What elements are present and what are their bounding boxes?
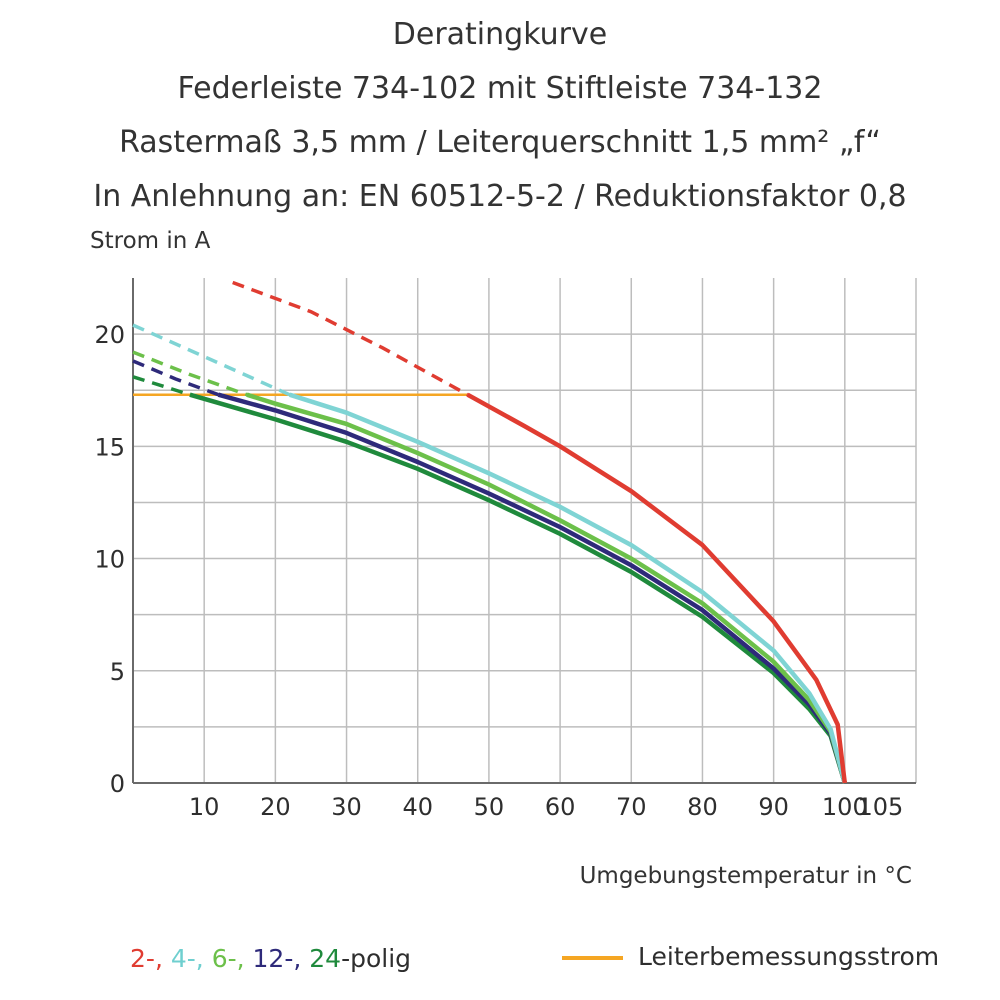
y-tick-label: 5 — [110, 658, 125, 686]
x-tick-label: 40 — [402, 793, 433, 821]
legend-entry: , — [293, 944, 309, 973]
legend-rated-label: Leiterbemessungsstrom — [638, 942, 939, 971]
legend-entry: 4- — [171, 944, 196, 973]
series-dashed-12-polig — [132, 359, 220, 397]
legend-entry: , — [237, 944, 253, 973]
x-axis-title: Umgebungstemperatur in °C — [580, 863, 912, 889]
legend-entry: 24 — [309, 944, 341, 973]
y-tick-label: 20 — [94, 321, 125, 349]
series-dashed-4-polig — [132, 323, 291, 397]
legend-entry: 2- — [130, 944, 155, 973]
x-tick-label: 105 — [858, 793, 904, 821]
x-tick-label: 10 — [189, 793, 220, 821]
series-line-4-polig — [288, 392, 847, 784]
series-line-6-polig — [246, 392, 847, 784]
legend: 2-, 4-, 6-, 12-, 24-polig Leiterbemessung… — [130, 942, 939, 973]
y-tick-label: 10 — [94, 546, 125, 574]
y-axis-title: Strom in A — [90, 228, 211, 254]
axes — [132, 278, 916, 784]
chart-title: Deratingkurve — [392, 17, 608, 52]
x-tick-label: 70 — [616, 793, 647, 821]
series-lines — [132, 280, 848, 784]
series-dashed-2-polig — [232, 280, 469, 397]
chart-title-block: Deratingkurve Federleiste 734-102 mit St… — [0, 8, 1000, 224]
series-line-24-polig — [189, 392, 847, 784]
legend-entry: , — [155, 944, 171, 973]
x-tick-label: 60 — [545, 793, 576, 821]
x-tick-label: 100 — [822, 793, 868, 821]
y-tick-label: 15 — [94, 433, 125, 461]
x-tick-label: 90 — [758, 793, 789, 821]
y-tick-label: 0 — [110, 770, 125, 798]
legend-entry: -polig — [341, 944, 411, 973]
x-tick-label: 20 — [260, 793, 291, 821]
series-dashed-24-polig — [132, 375, 191, 397]
legend-entry: 12- — [253, 944, 294, 973]
legend-entry: , — [196, 944, 212, 973]
chart-subtitle-product: Federleiste 734-102 mit Stiftleiste 734-… — [177, 71, 823, 106]
legend-pole-counts: 2-, 4-, 6-, 12-, 24-polig — [130, 944, 411, 973]
x-tick-label: 80 — [687, 793, 718, 821]
series-line-12-polig — [217, 392, 847, 784]
chart-subtitle-specs: Rastermaß 3,5 mm / Leiterquerschnitt 1,5… — [119, 125, 881, 160]
series-line-2-polig — [466, 392, 848, 784]
series-dashed-6-polig — [132, 350, 248, 397]
x-tick-label: 50 — [474, 793, 505, 821]
grid — [133, 278, 917, 783]
legend-entry: 6- — [212, 944, 237, 973]
x-tick-label: 30 — [331, 793, 362, 821]
chart-subtitle-standard: In Anlehnung an: EN 60512-5-2 / Reduktio… — [93, 179, 907, 214]
